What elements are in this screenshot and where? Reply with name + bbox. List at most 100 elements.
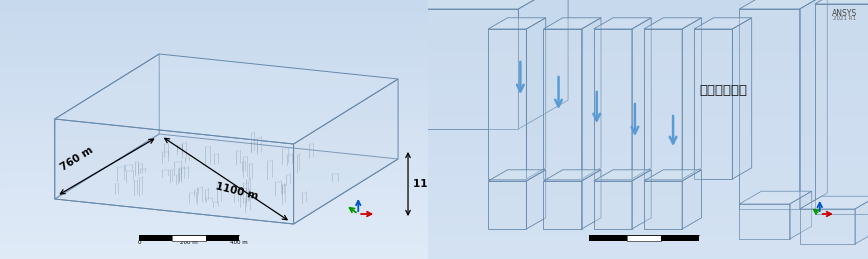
Bar [0, 133, 428, 136]
Polygon shape [799, 0, 827, 209]
Polygon shape [740, 9, 799, 209]
Bar [0, 142, 428, 146]
Polygon shape [543, 18, 601, 29]
Bar [428, 104, 868, 107]
Bar [0, 191, 428, 194]
Polygon shape [293, 79, 398, 224]
Bar [428, 87, 868, 91]
Bar [428, 155, 868, 159]
Polygon shape [543, 170, 601, 181]
Bar [0, 233, 428, 236]
Bar [0, 184, 428, 188]
Bar [0, 91, 428, 94]
Bar [0, 84, 428, 87]
Text: 400 m: 400 m [230, 240, 247, 245]
Bar [428, 184, 868, 188]
Polygon shape [682, 170, 701, 229]
Bar [428, 194, 868, 198]
Bar [140, 235, 172, 241]
Text: 110 m: 110 m [413, 179, 450, 189]
Polygon shape [55, 54, 159, 199]
Bar [0, 10, 428, 13]
Bar [428, 65, 868, 68]
Bar [428, 188, 868, 191]
Polygon shape [694, 29, 733, 179]
Bar [428, 6, 868, 10]
Bar [428, 243, 868, 246]
Polygon shape [526, 18, 546, 179]
Bar [0, 162, 428, 165]
Bar [428, 123, 868, 126]
Text: 0: 0 [137, 240, 141, 245]
Bar [0, 149, 428, 152]
Bar [0, 26, 428, 29]
Bar [0, 35, 428, 39]
Bar [428, 3, 868, 6]
Bar [428, 171, 868, 175]
Bar [428, 97, 868, 100]
Bar [0, 220, 428, 223]
Bar [0, 97, 428, 100]
Bar [0, 243, 428, 246]
Bar [0, 39, 428, 42]
Bar [628, 235, 661, 241]
Bar [0, 223, 428, 227]
Bar [428, 100, 868, 104]
Bar [428, 55, 868, 58]
Bar [428, 227, 868, 230]
Bar [0, 61, 428, 65]
Bar [0, 175, 428, 178]
Bar [0, 136, 428, 139]
Bar [428, 45, 868, 49]
Polygon shape [740, 204, 790, 239]
Bar [428, 32, 868, 36]
Polygon shape [526, 170, 546, 229]
Bar [0, 110, 428, 113]
Bar [589, 235, 628, 241]
Bar [0, 230, 428, 233]
Bar [0, 253, 428, 256]
Bar [428, 52, 868, 55]
Bar [0, 165, 428, 168]
Polygon shape [488, 181, 526, 229]
Polygon shape [632, 18, 651, 179]
Bar [428, 214, 868, 217]
Bar [0, 194, 428, 198]
Bar [0, 87, 428, 91]
Bar [428, 201, 868, 204]
Bar [0, 117, 428, 120]
Bar [428, 223, 868, 227]
Bar [428, 175, 868, 178]
Bar [0, 52, 428, 55]
Bar [0, 171, 428, 175]
Bar [428, 159, 868, 162]
Bar [428, 39, 868, 42]
Bar [0, 201, 428, 204]
Polygon shape [815, 0, 868, 4]
Bar [661, 235, 700, 241]
Bar [0, 113, 428, 117]
Bar [428, 146, 868, 149]
Bar [428, 35, 868, 39]
Bar [428, 42, 868, 45]
Bar [428, 168, 868, 172]
Bar [428, 94, 868, 97]
Bar [0, 152, 428, 155]
Bar [428, 136, 868, 139]
Bar [0, 107, 428, 110]
Polygon shape [488, 18, 546, 29]
Bar [0, 55, 428, 58]
Bar [0, 68, 428, 71]
Polygon shape [644, 18, 701, 29]
Polygon shape [644, 29, 682, 179]
Bar [0, 74, 428, 78]
Bar [428, 181, 868, 184]
Text: 2021 R1: 2021 R1 [833, 16, 857, 21]
Bar [0, 45, 428, 49]
Bar [0, 120, 428, 123]
Bar [428, 113, 868, 117]
Bar [0, 104, 428, 107]
Bar [0, 240, 428, 243]
Bar [0, 204, 428, 207]
Bar [0, 49, 428, 52]
